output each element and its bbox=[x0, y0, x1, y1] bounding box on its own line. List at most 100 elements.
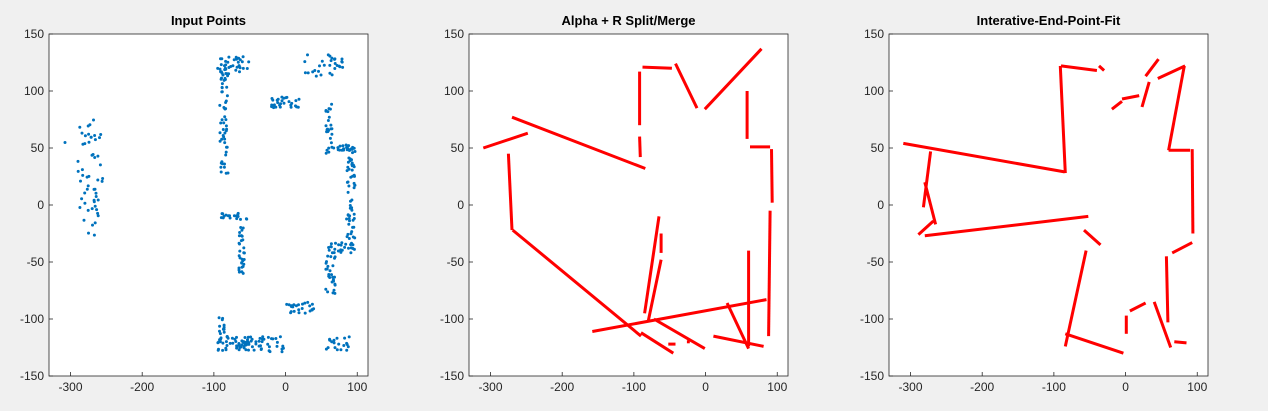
line-segment bbox=[1190, 149, 1195, 234]
data-point bbox=[250, 345, 254, 349]
data-point bbox=[92, 200, 96, 204]
data-point bbox=[222, 323, 226, 327]
data-point bbox=[96, 214, 100, 218]
data-point bbox=[222, 325, 226, 329]
data-point bbox=[331, 275, 335, 279]
data-point bbox=[242, 246, 246, 250]
data-point bbox=[235, 65, 239, 69]
data-point bbox=[254, 342, 258, 346]
data-point bbox=[219, 63, 223, 67]
data-point bbox=[96, 211, 100, 215]
data-point bbox=[349, 251, 353, 255]
data-point bbox=[259, 344, 262, 348]
data-point bbox=[333, 247, 337, 251]
chart-title: Alpha + R Split/Merge bbox=[562, 13, 696, 28]
data-point bbox=[220, 71, 224, 75]
x-tick-label: 0 bbox=[1122, 380, 1129, 394]
data-point bbox=[82, 218, 86, 222]
data-point bbox=[326, 264, 330, 268]
data-point bbox=[80, 168, 84, 172]
data-point bbox=[294, 104, 297, 108]
data-point bbox=[252, 348, 256, 352]
data-point bbox=[326, 119, 330, 122]
y-tick-label: -150 bbox=[440, 369, 464, 383]
data-point bbox=[346, 213, 350, 217]
data-point bbox=[333, 291, 337, 295]
data-point bbox=[344, 242, 348, 246]
data-point bbox=[87, 140, 91, 144]
data-point bbox=[259, 348, 263, 351]
data-point bbox=[93, 156, 97, 159]
data-point bbox=[237, 348, 241, 352]
data-point bbox=[241, 226, 245, 230]
data-point bbox=[303, 311, 307, 315]
line-segment bbox=[725, 302, 750, 350]
data-point bbox=[227, 55, 231, 59]
data-point bbox=[347, 246, 350, 250]
data-point bbox=[260, 340, 264, 344]
data-point bbox=[218, 139, 222, 143]
data-point bbox=[351, 151, 354, 155]
data-point bbox=[326, 254, 330, 258]
data-point bbox=[342, 344, 346, 347]
data-point bbox=[224, 59, 228, 63]
data-point bbox=[234, 68, 238, 72]
data-point bbox=[224, 150, 228, 154]
line-segment bbox=[640, 331, 675, 355]
data-point bbox=[221, 128, 225, 131]
data-point bbox=[350, 168, 354, 172]
data-point bbox=[287, 100, 291, 104]
data-point bbox=[349, 243, 353, 247]
data-point bbox=[329, 242, 333, 246]
data-point bbox=[236, 213, 240, 216]
data-point bbox=[281, 346, 285, 350]
data-point bbox=[100, 179, 104, 183]
x-tick-label: 100 bbox=[1187, 380, 1207, 394]
data-point bbox=[267, 349, 271, 353]
data-point bbox=[238, 66, 242, 70]
data-point bbox=[330, 132, 334, 136]
data-point bbox=[330, 273, 333, 277]
data-point bbox=[332, 288, 336, 292]
data-point bbox=[306, 300, 310, 304]
data-point bbox=[225, 85, 229, 89]
data-point bbox=[245, 67, 249, 70]
line-segment bbox=[923, 181, 938, 225]
data-point bbox=[333, 283, 337, 287]
data-point bbox=[221, 212, 225, 216]
data-point bbox=[340, 57, 344, 61]
data-point bbox=[239, 217, 242, 221]
data-point bbox=[328, 269, 332, 273]
data-point bbox=[324, 347, 328, 351]
line-segment bbox=[1167, 65, 1186, 151]
data-point bbox=[87, 132, 91, 136]
data-point bbox=[352, 247, 356, 251]
data-point bbox=[344, 143, 348, 147]
data-point bbox=[237, 234, 241, 238]
data-point bbox=[260, 337, 264, 341]
data-point bbox=[220, 90, 224, 94]
data-point bbox=[330, 127, 334, 131]
line-segment bbox=[1110, 100, 1123, 111]
x-tick-label: -300 bbox=[58, 380, 82, 394]
data-point bbox=[345, 217, 349, 221]
data-point bbox=[289, 310, 293, 314]
data-point bbox=[329, 245, 333, 249]
line-segment bbox=[1140, 81, 1151, 108]
data-point bbox=[224, 153, 228, 157]
data-point bbox=[240, 265, 244, 269]
data-point bbox=[332, 341, 336, 345]
data-point bbox=[219, 337, 223, 341]
data-point bbox=[275, 340, 279, 344]
line-segment bbox=[1171, 241, 1193, 255]
data-point bbox=[238, 231, 242, 234]
data-point bbox=[325, 148, 329, 152]
data-point bbox=[254, 340, 258, 344]
line-segment bbox=[643, 216, 661, 314]
data-point bbox=[238, 242, 241, 246]
data-point bbox=[240, 60, 244, 64]
data-point bbox=[218, 67, 222, 71]
data-point bbox=[239, 239, 243, 243]
data-point bbox=[231, 341, 235, 345]
data-point bbox=[223, 76, 227, 80]
